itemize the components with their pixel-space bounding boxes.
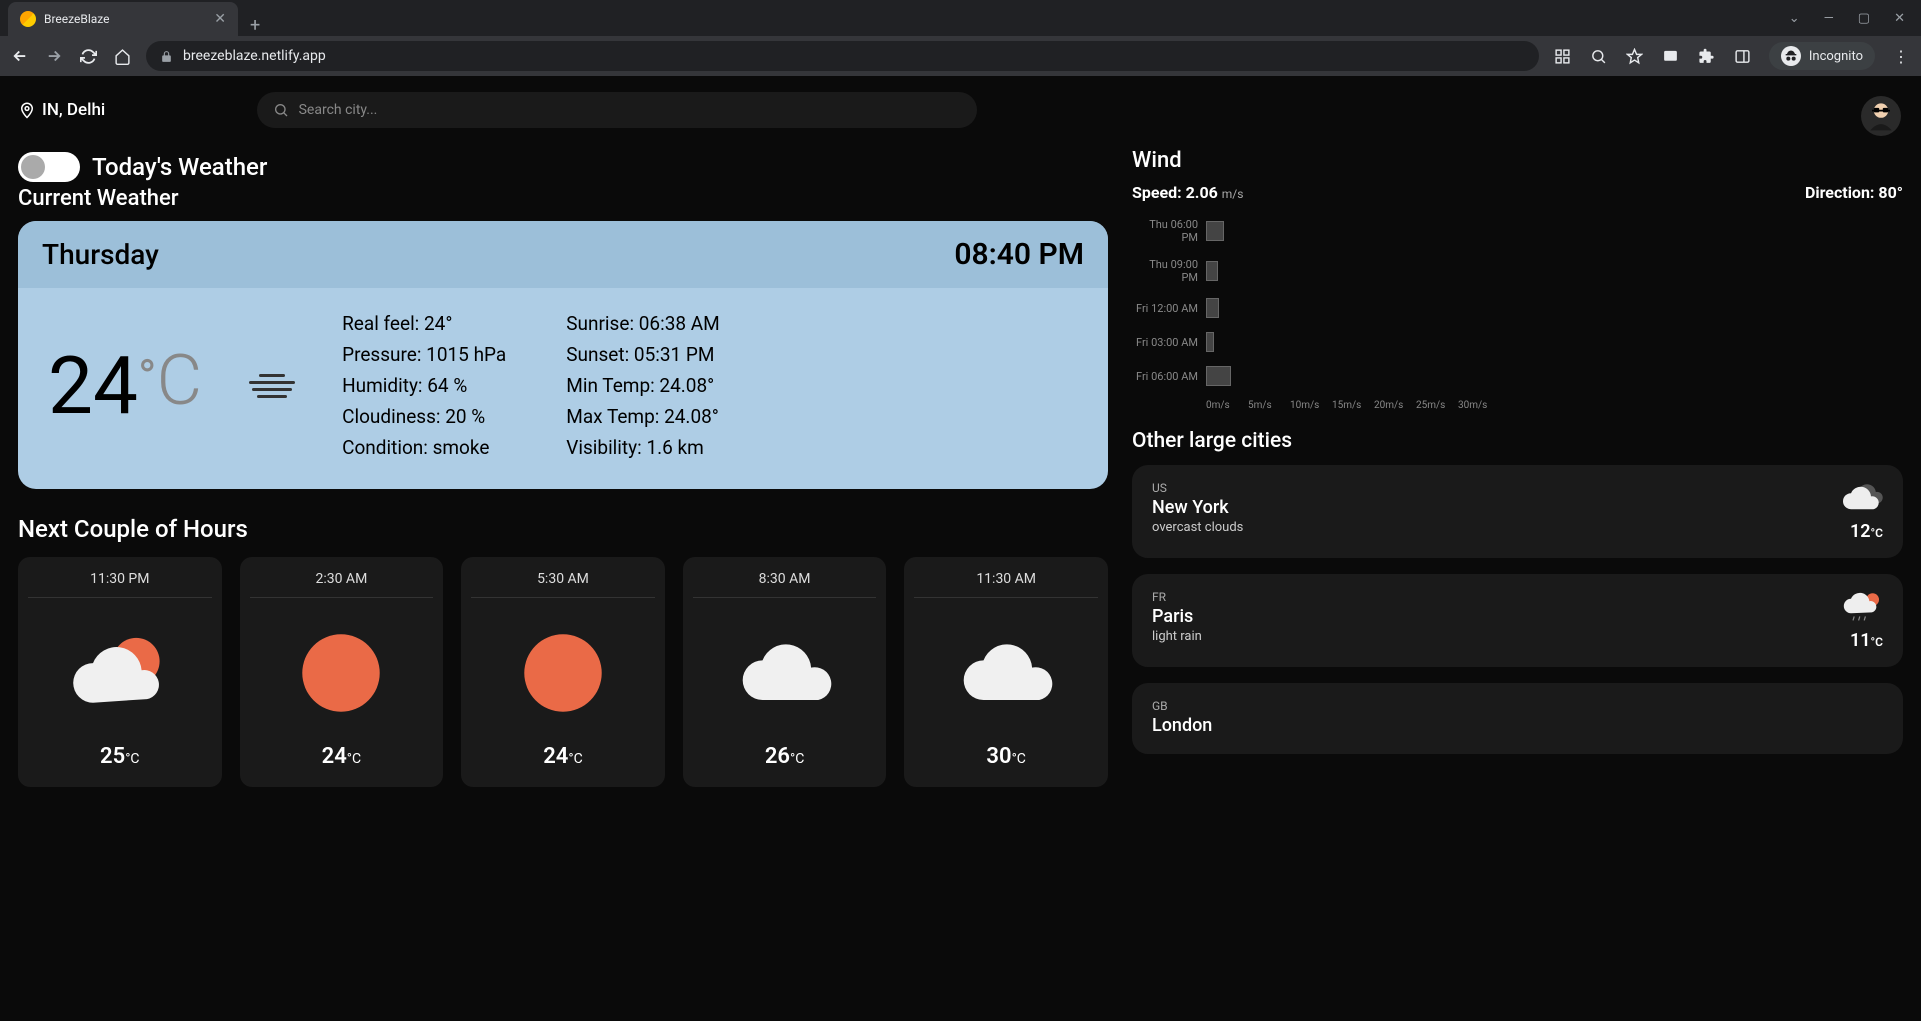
hour-time: 11:30 PM	[28, 571, 212, 598]
wind-bar-row: Fri 03:00 AM	[1132, 332, 1903, 352]
chevron-down-icon[interactable]: ⌄	[1789, 11, 1800, 26]
back-icon[interactable]	[10, 46, 30, 66]
wind-bar-row: Thu 09:00 PM	[1132, 258, 1903, 284]
wind-bar-row: Fri 12:00 AM	[1132, 298, 1903, 318]
tab-bar: BreezeBlaze ✕ + ⌄ — ▢ ✕	[0, 0, 1921, 36]
city-country: US	[1152, 481, 1243, 495]
panel-icon[interactable]	[1733, 46, 1753, 66]
hour-card[interactable]: 11:30 AM 30°C	[904, 557, 1108, 787]
hour-weather-icon	[471, 618, 655, 728]
hour-card[interactable]: 2:30 AM 24°C	[240, 557, 444, 787]
hour-card[interactable]: 8:30 AM 26°C	[683, 557, 887, 787]
maximize-icon[interactable]: ▢	[1858, 11, 1870, 26]
tab-title: BreezeBlaze	[44, 12, 206, 26]
nav-bar: breezeblaze.netlify.app Incognito ⋮	[0, 36, 1921, 76]
incognito-icon	[1781, 46, 1801, 66]
city-weather-icon	[1839, 590, 1883, 622]
incognito-label: Incognito	[1809, 49, 1863, 64]
details-left: Real feel: 24° Pressure: 1015 hPa Humidi…	[342, 312, 506, 459]
city-country: GB	[1152, 699, 1212, 713]
url-bar[interactable]: breezeblaze.netlify.app	[146, 41, 1539, 71]
zoom-icon[interactable]	[1589, 46, 1609, 66]
wind-chart: Thu 06:00 PM Thu 09:00 PM Fri 12:00 AM Fri …	[1132, 218, 1903, 386]
grid-icon[interactable]	[1553, 46, 1573, 66]
details-right: Sunrise: 06:38 AM Sunset: 05:31 PM Min T…	[566, 312, 720, 459]
pin-icon	[18, 101, 36, 119]
hour-time: 5:30 AM	[471, 571, 655, 598]
city-weather-icon	[1839, 481, 1883, 513]
forward-icon[interactable]	[44, 46, 64, 66]
city-name: London	[1152, 715, 1212, 736]
hour-time: 8:30 AM	[693, 571, 877, 598]
home-icon[interactable]	[112, 46, 132, 66]
reload-icon[interactable]	[78, 46, 98, 66]
wind-axis: 0m/s5m/s10m/s15m/s20m/s25m/s30m/s	[1206, 400, 1903, 411]
screen-icon[interactable]	[1661, 46, 1681, 66]
hour-temp: 25°C	[28, 744, 212, 769]
location-text: IN, Delhi	[42, 100, 105, 120]
city-temp: 12°C	[1850, 521, 1883, 542]
current-day: Thursday	[42, 238, 159, 271]
city-card[interactable]: US New York overcast clouds 12°C	[1132, 465, 1903, 558]
city-desc: overcast clouds	[1152, 520, 1243, 535]
extensions-icon[interactable]	[1697, 46, 1717, 66]
wind-bar-row: Fri 06:00 AM	[1132, 366, 1903, 386]
current-weather-title: Current Weather	[18, 186, 1108, 211]
current-time: 08:40 PM	[954, 237, 1084, 272]
window-controls: ⌄ — ▢ ✕	[1773, 11, 1921, 26]
search-input[interactable]	[299, 102, 961, 118]
weather-toggle[interactable]	[18, 152, 80, 182]
city-temp: 11°C	[1850, 630, 1883, 651]
avatar[interactable]	[1861, 96, 1901, 136]
hours-title: Next Couple of Hours	[18, 515, 1108, 543]
search-icon	[273, 102, 289, 118]
search-box[interactable]	[257, 92, 977, 128]
new-tab-button[interactable]: +	[238, 15, 272, 36]
favicon	[20, 11, 36, 27]
toggle-label: Today's Weather	[92, 153, 267, 181]
lock-icon	[160, 50, 173, 63]
hour-card[interactable]: 11:30 PM 25°C	[18, 557, 222, 787]
city-card[interactable]: GB London	[1132, 683, 1903, 754]
current-temp: 24°C	[48, 346, 202, 426]
wind-title: Wind	[1132, 148, 1903, 173]
cities-title: Other large cities	[1132, 429, 1903, 453]
menu-icon[interactable]: ⋮	[1891, 46, 1911, 66]
city-card[interactable]: FR Paris light rain 11°C	[1132, 574, 1903, 667]
wind-meta: Speed: 2.06 m/s Direction: 80°	[1132, 183, 1903, 202]
current-weather-card: Thursday 08:40 PM 24°C Real feel: 24° Pr…	[18, 221, 1108, 489]
minimize-icon[interactable]: —	[1824, 11, 1834, 26]
hour-temp: 24°C	[471, 744, 655, 769]
wind-bar-row: Thu 06:00 PM	[1132, 218, 1903, 244]
hour-time: 2:30 AM	[250, 571, 434, 598]
close-tab-icon[interactable]: ✕	[214, 11, 226, 27]
hour-weather-icon	[250, 618, 434, 728]
incognito-badge[interactable]: Incognito	[1769, 42, 1875, 70]
hour-weather-icon	[28, 618, 212, 728]
browser-tab[interactable]: BreezeBlaze ✕	[8, 2, 238, 36]
hour-weather-icon	[693, 618, 877, 728]
location[interactable]: IN, Delhi	[18, 100, 105, 120]
url-text: breezeblaze.netlify.app	[183, 48, 326, 64]
hour-card[interactable]: 5:30 AM 24°C	[461, 557, 665, 787]
hour-weather-icon	[914, 618, 1098, 728]
city-name: Paris	[1152, 606, 1202, 627]
hour-temp: 30°C	[914, 744, 1098, 769]
city-weather-icon	[1839, 699, 1883, 731]
city-name: New York	[1152, 497, 1243, 518]
star-icon[interactable]	[1625, 46, 1645, 66]
fog-icon	[242, 374, 302, 398]
city-country: FR	[1152, 590, 1202, 604]
hour-temp: 26°C	[693, 744, 877, 769]
hour-temp: 24°C	[250, 744, 434, 769]
hour-time: 11:30 AM	[914, 571, 1098, 598]
close-window-icon[interactable]: ✕	[1894, 11, 1905, 26]
city-desc: light rain	[1152, 629, 1202, 644]
